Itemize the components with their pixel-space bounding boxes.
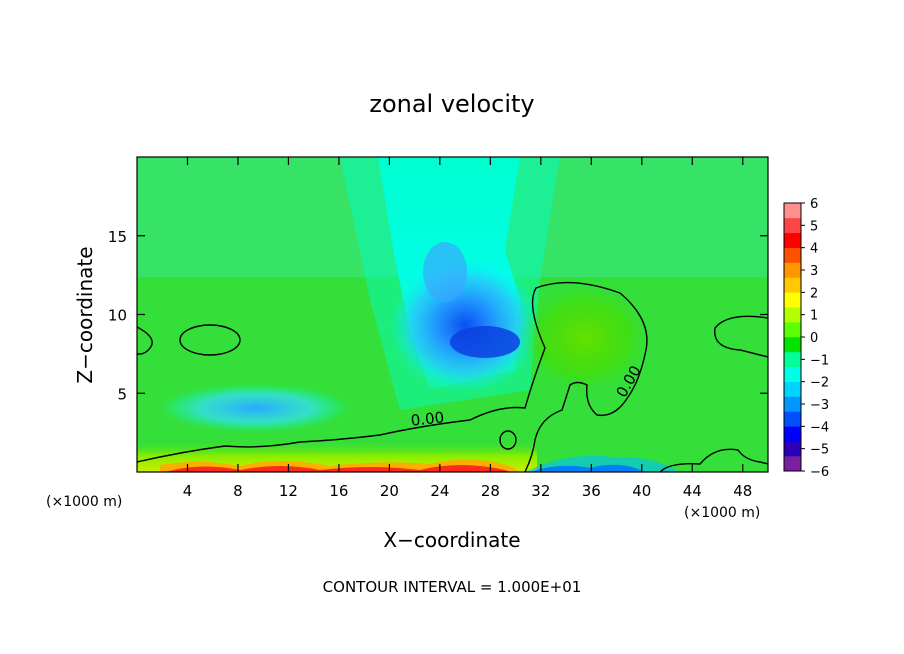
x-tick-label: 32 xyxy=(531,482,550,500)
x-tick-label: 24 xyxy=(430,482,449,500)
contour-bottom-right xyxy=(659,448,768,472)
x-tick-label: 12 xyxy=(279,482,298,500)
colorbar-tick-label: 1 xyxy=(810,309,818,324)
x-tick-label: 4 xyxy=(183,482,193,500)
x-tick-label: 20 xyxy=(380,482,399,500)
colorbar-tick-label: −3 xyxy=(810,398,829,413)
zero-contours xyxy=(137,281,768,472)
contour-line-low xyxy=(137,281,648,472)
colorbar-swatch xyxy=(784,411,801,427)
blue-core-inner xyxy=(450,326,520,358)
blue-core xyxy=(390,257,540,393)
colorbar-tick-label: 6 xyxy=(810,197,818,212)
colorbar-swatch xyxy=(784,426,801,442)
contour-interval-note: CONTOUR INTERVAL = 1.000E+01 xyxy=(323,578,582,596)
y-tick-label: 15 xyxy=(108,228,127,246)
y-axis: 5 10 15 xyxy=(108,228,768,403)
colorbar-swatch xyxy=(784,203,801,219)
contour-edge-right xyxy=(714,315,768,358)
colorbar-swatch xyxy=(784,307,801,323)
x-tick-label: 40 xyxy=(632,482,651,500)
x-tick-label: 48 xyxy=(733,482,752,500)
bottom-red-streak xyxy=(165,465,510,472)
contour-ring-left xyxy=(179,324,241,356)
colorbar-swatch xyxy=(784,351,801,368)
colorbar-tick-label: 4 xyxy=(810,242,818,257)
colorbar-tick-label: −6 xyxy=(810,465,829,480)
heatmap-field xyxy=(137,157,768,472)
colorbar-swatch xyxy=(784,277,801,293)
colorbar-tick-label: −1 xyxy=(810,353,829,368)
x-axis-label: X−coordinate xyxy=(383,528,520,552)
colorbar-swatch xyxy=(784,456,801,472)
contour-edge-left xyxy=(137,326,153,355)
colorbar-swatch xyxy=(784,262,801,278)
x-tick-label: 8 xyxy=(233,482,243,500)
colorbar-swatch xyxy=(784,366,801,382)
y-axis-label: Z−coordinate xyxy=(73,246,97,383)
y-tick-label: 5 xyxy=(117,385,127,403)
contour-ring-small xyxy=(499,430,517,450)
colorbar-tick-label: 5 xyxy=(810,219,818,234)
colorbar-swatch xyxy=(784,322,801,338)
colorbar-swatch xyxy=(784,292,801,308)
x-tick-label: 28 xyxy=(481,482,500,500)
colorbar-swatch xyxy=(784,337,801,353)
colorbar-tick-label: −2 xyxy=(810,376,829,391)
colorbar-swatch xyxy=(784,441,801,457)
x-unit-left: (×1000 m) xyxy=(46,494,122,510)
contour-label-left: 0.00 xyxy=(410,408,445,429)
colorbar-swatch xyxy=(784,217,801,234)
y-tick-label: 10 xyxy=(108,307,127,325)
colorbar-tick-label: 2 xyxy=(810,286,818,301)
x-tick-label: 16 xyxy=(329,482,348,500)
colorbar-tick-label: 0 xyxy=(810,331,818,346)
chart-title: zonal velocity xyxy=(369,90,534,118)
x-tick-label: 36 xyxy=(582,482,601,500)
blue-low-lobe xyxy=(160,384,350,432)
colorbar-swatch xyxy=(784,381,801,397)
x-unit-right: (×1000 m) xyxy=(684,505,760,521)
colorbar-swatch xyxy=(784,247,801,263)
x-tick-label: 44 xyxy=(683,482,702,500)
colorbar-tick-label: −5 xyxy=(810,443,829,458)
blue-core-upper xyxy=(423,242,467,302)
colorbar-tick-label: 3 xyxy=(810,264,818,279)
colorbar: 6 5 4 3 2 1 0 −1 −2 −3 −4 −5 −6 xyxy=(783,197,829,480)
x-axis: 4 8 12 16 20 24 28 32 36 40 44 48 xyxy=(183,157,752,500)
colorbar-tick-label: −4 xyxy=(810,420,829,435)
colorbar-swatch xyxy=(784,232,801,248)
green-bulge xyxy=(520,283,650,393)
colorbar-swatch xyxy=(784,396,801,412)
